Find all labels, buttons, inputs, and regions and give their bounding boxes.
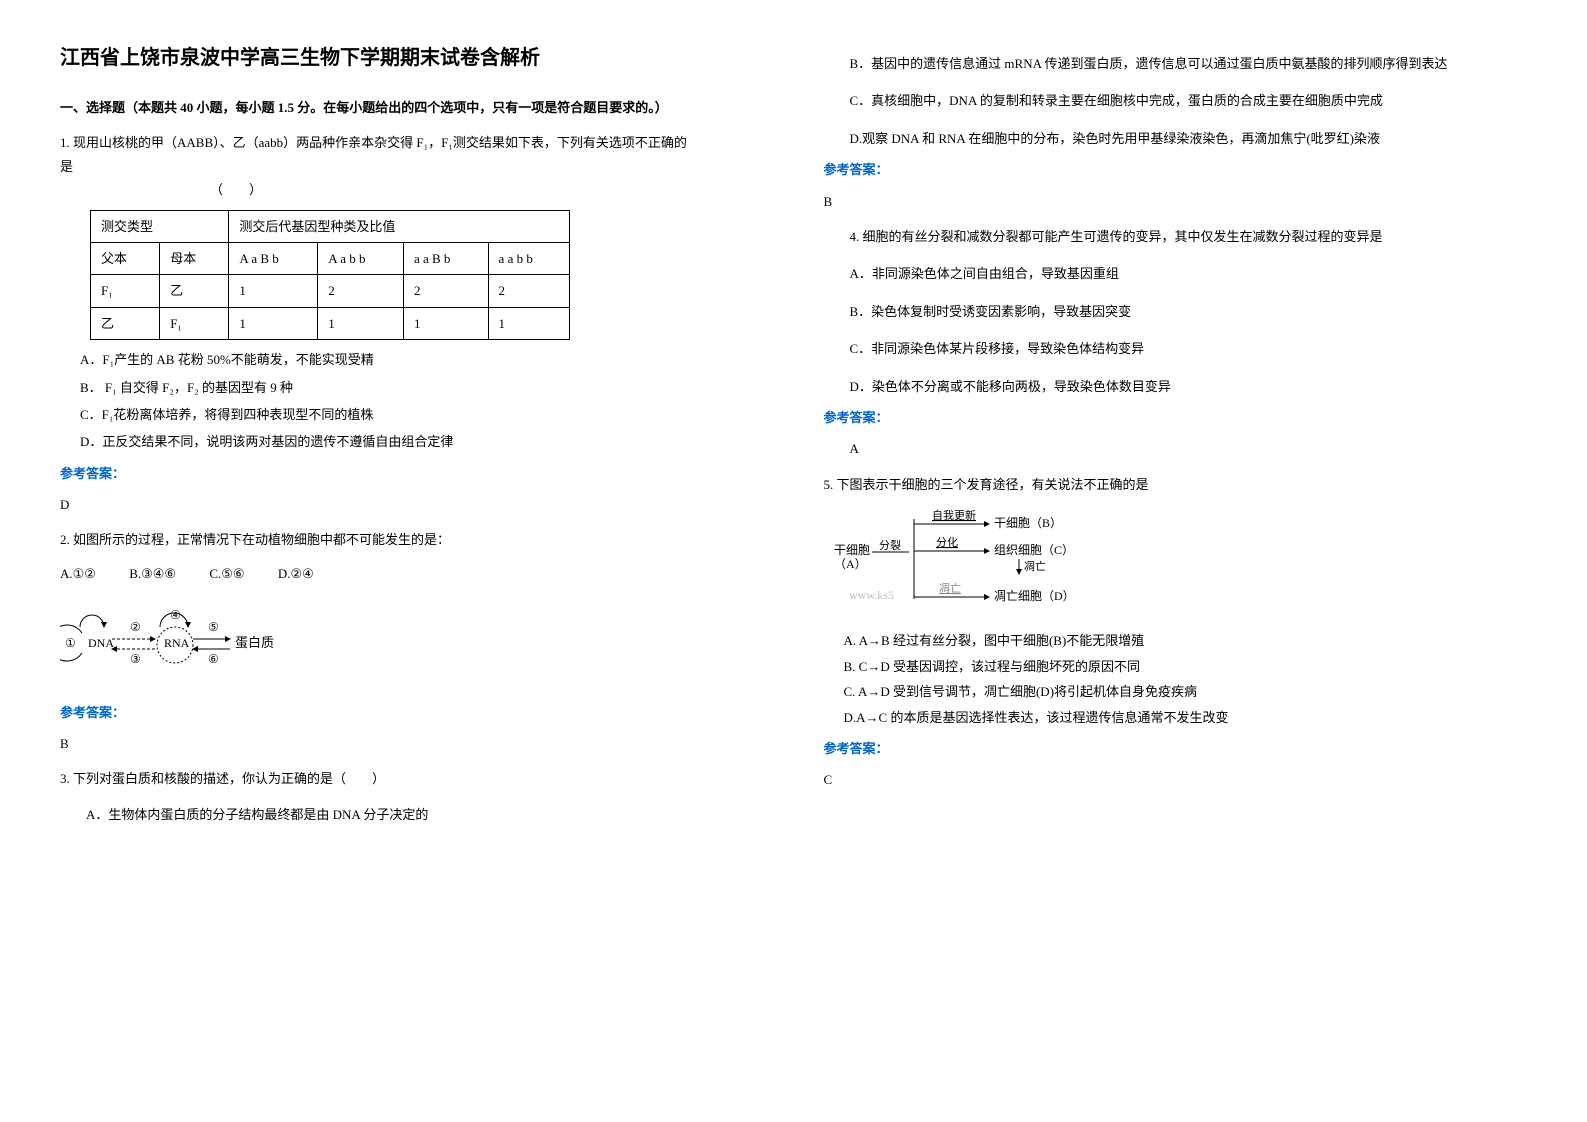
question-2: 2. 如图所示的过程，正常情况下在动植物细胞中都不可能发生的是： A.①② B.… bbox=[60, 528, 764, 755]
answer-label: 参考答案： bbox=[824, 406, 1528, 429]
question-3-start: 3. 下列对蛋白质和核酸的描述，你认为正确的是（ ） A．生物体内蛋白质的分子结… bbox=[60, 767, 764, 826]
page-title: 江西省上饶市泉波中学高三生物下学期期末试卷含解析 bbox=[60, 40, 764, 76]
q1-option-d: D．正反交结果不同，说明该两对基因的遗传不遵循自由组合定律 bbox=[80, 430, 764, 453]
q4-option-b: B．染色体复制时受诱变因素影响，导致基因突变 bbox=[824, 300, 1528, 323]
label-6: ⑥ bbox=[208, 652, 219, 666]
differentiate-label: 分化 bbox=[936, 535, 958, 549]
stem-cell-a: （A） bbox=[834, 557, 867, 571]
table-cell: 2 bbox=[488, 275, 569, 307]
question-1: 1. 现用山核桃的甲（AABB）、乙（aabb）两品种作亲本杂交得 F₁，F₁测… bbox=[60, 131, 764, 516]
q1-option-a: A．F₁产生的 AB 花粉 50%不能萌发，不能实现受精 bbox=[80, 348, 764, 371]
rna-label: RNA bbox=[164, 636, 190, 650]
q2-option-b: B.③④⑥ bbox=[129, 566, 176, 581]
q1-option-c: C．F₁花粉离体培养，将得到四种表现型不同的植株 bbox=[80, 403, 764, 426]
table-row: 测交类型 测交后代基因型种类及比值 bbox=[91, 210, 570, 242]
question-3-continued: B．基因中的遗传信息通过 mRNA 传递到蛋白质，遗传信息可以通过蛋白质中氨基酸… bbox=[824, 52, 1528, 213]
table-cell: 1 bbox=[488, 307, 569, 339]
left-column: 江西省上饶市泉波中学高三生物下学期期末试卷含解析 一、选择题（本题共 40 小题… bbox=[60, 40, 764, 838]
label-4: ④ bbox=[170, 608, 181, 622]
q5-diagram-svg: 干细胞 （A） 分裂 自我更新 干细胞（B） 分化 组织细胞（C） 凋亡 bbox=[824, 504, 1124, 614]
q5-option-c: C. A→D 受到信号调节，凋亡细胞(D)将引起机体自身免疫疾病 bbox=[844, 680, 1528, 703]
right-column: B．基因中的遗传信息通过 mRNA 传递到蛋白质，遗传信息可以通过蛋白质中氨基酸… bbox=[824, 40, 1528, 838]
q3-option-b: B．基因中的遗传信息通过 mRNA 传递到蛋白质，遗传信息可以通过蛋白质中氨基酸… bbox=[824, 52, 1528, 75]
q2-option-a: A.①② bbox=[60, 566, 96, 581]
table-row: 乙 F₁ 1 1 1 1 bbox=[91, 307, 570, 339]
table-cell: 2 bbox=[403, 275, 488, 307]
table-cell: 2 bbox=[318, 275, 404, 307]
q5-option-d: D.A→C 的本质是基因选择性表达，该过程遗传信息通常不发生改变 bbox=[844, 706, 1528, 729]
label-1: ① bbox=[65, 636, 76, 650]
answer-label: 参考答案： bbox=[824, 158, 1528, 181]
q5-diagram: 干细胞 （A） 分裂 自我更新 干细胞（B） 分化 组织细胞（C） 凋亡 bbox=[824, 504, 1528, 621]
q3-option-a: A．生物体内蛋白质的分子结构最终都是由 DNA 分子决定的 bbox=[60, 803, 764, 826]
cell-d-label: 凋亡细胞（D） bbox=[994, 589, 1075, 603]
q1-stem: 1. 现用山核桃的甲（AABB）、乙（aabb）两品种作亲本杂交得 F₁，F₁测… bbox=[60, 131, 764, 154]
q2-answer: B bbox=[60, 732, 764, 755]
table-cell: 1 bbox=[229, 275, 318, 307]
answer-label: 参考答案： bbox=[60, 462, 764, 485]
q3-option-d: D.观察 DNA 和 RNA 在细胞中的分布，染色时先用甲基绿染液染色，再滴加焦… bbox=[824, 127, 1528, 150]
table-cell: F₁ bbox=[160, 307, 229, 339]
answer-label: 参考答案： bbox=[824, 737, 1528, 760]
table-cell: F₁ bbox=[91, 275, 160, 307]
q4-stem: 4. 细胞的有丝分裂和减数分裂都可能产生可遗传的变异，其中仅发生在减数分裂过程的… bbox=[824, 225, 1528, 248]
label-2: ② bbox=[130, 620, 141, 634]
table-cell: a a b b bbox=[488, 242, 569, 274]
table-cell: 母本 bbox=[160, 242, 229, 274]
q4-answer: A bbox=[824, 437, 1528, 460]
table-header: 测交后代基因型种类及比值 bbox=[229, 210, 570, 242]
divide-label: 分裂 bbox=[879, 539, 901, 552]
label-5: ⑤ bbox=[208, 620, 219, 634]
q2-option-c: C.⑤⑥ bbox=[209, 566, 244, 581]
q4-option-c: C．非同源染色体某片段移接，导致染色体结构变异 bbox=[824, 337, 1528, 360]
section-header: 一、选择题（本题共 40 小题，每小题 1.5 分。在每小题给出的四个选项中，只… bbox=[60, 96, 764, 119]
q2-stem: 2. 如图所示的过程，正常情况下在动植物细胞中都不可能发生的是： bbox=[60, 528, 764, 551]
question-4: 4. 细胞的有丝分裂和减数分裂都可能产生可遗传的变异，其中仅发生在减数分裂过程的… bbox=[824, 225, 1528, 461]
table-cell: A a B b bbox=[229, 242, 318, 274]
q5-stem: 5. 下图表示干细胞的三个发育途径，有关说法不正确的是 bbox=[824, 473, 1528, 496]
label-3: ③ bbox=[130, 652, 141, 666]
table-row: F₁ 乙 1 2 2 2 bbox=[91, 275, 570, 307]
protein-label: 蛋白质 bbox=[235, 635, 274, 650]
q2-diagram: ① DNA ② ③ ④ RNA ⑤ ⑥ bbox=[60, 605, 290, 675]
apoptosis-label-2: 凋亡 bbox=[1024, 559, 1046, 573]
q2-option-d: D.②④ bbox=[278, 566, 314, 581]
question-5: 5. 下图表示干细胞的三个发育途径，有关说法不正确的是 干细胞 （A） 分裂 自… bbox=[824, 473, 1528, 792]
q3-answer: B bbox=[824, 190, 1528, 213]
q1-table: 测交类型 测交后代基因型种类及比值 父本 母本 A a B b A a b b … bbox=[90, 210, 570, 341]
q4-option-d: D．染色体不分离或不能移向两极，导致染色体数目变异 bbox=[824, 375, 1528, 398]
q5-option-b: B. C→D 受基因调控，该过程与细胞坏死的原因不同 bbox=[844, 655, 1528, 678]
apoptosis-label: 凋亡 bbox=[939, 581, 961, 595]
dna-label: DNA bbox=[88, 636, 114, 650]
q3-option-c: C．真核细胞中，DNA 的复制和转录主要在细胞核中完成，蛋白质的合成主要在细胞质… bbox=[824, 89, 1528, 112]
table-cell: 乙 bbox=[91, 307, 160, 339]
table-cell: 乙 bbox=[160, 275, 229, 307]
table-cell: a a B b bbox=[403, 242, 488, 274]
q1-option-b: B． F₁ 自交得 F₂，F₂ 的基因型有 9 种 bbox=[80, 376, 764, 399]
arc-1 bbox=[80, 615, 104, 627]
cell-c-label: 组织细胞（C） bbox=[994, 543, 1074, 557]
answer-label: 参考答案： bbox=[60, 701, 764, 724]
table-cell: 父本 bbox=[91, 242, 160, 274]
q5-answer: C bbox=[824, 768, 1528, 791]
cell-b-label: 干细胞（B） bbox=[994, 516, 1062, 530]
table-row: 父本 母本 A a B b A a b b a a B b a a b b bbox=[91, 242, 570, 274]
stem-cell-label: 干细胞 bbox=[834, 543, 870, 557]
table-cell: A a b b bbox=[318, 242, 404, 274]
watermark: www.ks5 bbox=[849, 588, 894, 602]
q5-option-a: A. A→B 经过有丝分裂，图中干细胞(B)不能无限增殖 bbox=[844, 629, 1528, 652]
q4-option-a: A．非同源染色体之间自由组合，导致基因重组 bbox=[824, 262, 1528, 285]
page-layout: 江西省上饶市泉波中学高三生物下学期期末试卷含解析 一、选择题（本题共 40 小题… bbox=[60, 40, 1527, 838]
q2-options-row: A.①② B.③④⑥ C.⑤⑥ D.②④ bbox=[60, 562, 764, 585]
q3-stem: 3. 下列对蛋白质和核酸的描述，你认为正确的是（ ） bbox=[60, 767, 764, 790]
q1-answer: D bbox=[60, 493, 764, 516]
table-cell: 1 bbox=[229, 307, 318, 339]
self-renew-label: 自我更新 bbox=[932, 508, 976, 522]
table-cell: 1 bbox=[318, 307, 404, 339]
q1-paren: （ ） bbox=[210, 178, 764, 201]
table-header: 测交类型 bbox=[91, 210, 229, 242]
table-cell: 1 bbox=[403, 307, 488, 339]
q1-stem2: 是 bbox=[60, 155, 764, 178]
